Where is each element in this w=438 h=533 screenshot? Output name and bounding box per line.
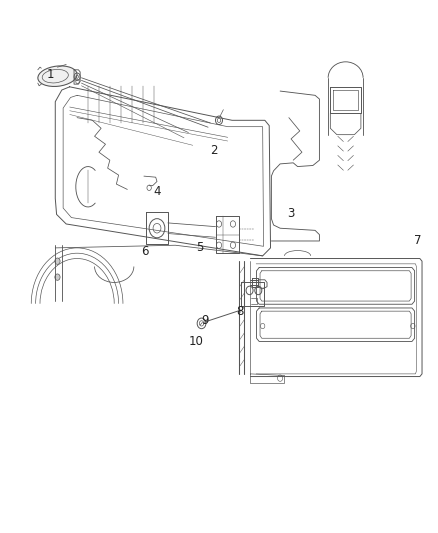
Text: 6: 6: [141, 245, 148, 258]
Text: 9: 9: [201, 314, 209, 327]
Text: 8: 8: [236, 305, 244, 318]
Text: 3: 3: [287, 207, 295, 220]
Text: 10: 10: [189, 335, 204, 349]
Text: 1: 1: [47, 68, 55, 80]
Ellipse shape: [38, 66, 77, 86]
Text: 5: 5: [196, 241, 203, 254]
Text: 2: 2: [210, 144, 218, 157]
Text: 4: 4: [153, 184, 161, 198]
Circle shape: [55, 274, 60, 280]
Circle shape: [55, 258, 60, 264]
Text: 7: 7: [414, 235, 421, 247]
